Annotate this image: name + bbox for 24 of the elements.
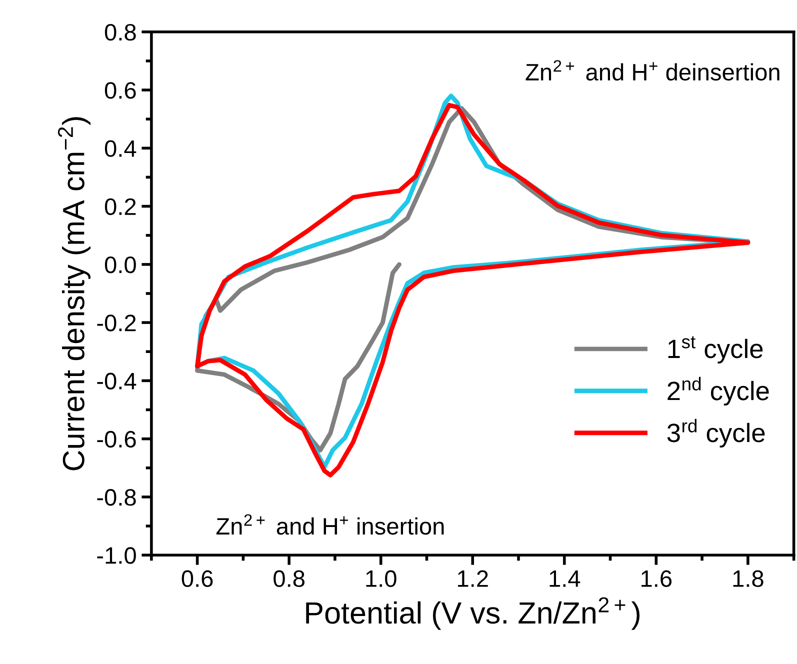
x-axis-title: Potential (V vs. Zn/Zn$^{2+}$) [306,597,640,630]
y-tick-label: 0.0 [104,256,136,274]
legend-label: 2$^{nd}$ cycle [668,376,769,406]
x-tick-label: 1.0 [366,570,396,588]
legend-label: 3$^{rd}$ cycle [667,418,765,448]
y-tick-label: 0.4 [104,140,136,157]
y-tick-label: -0.8 [97,489,136,506]
y-tick-label: -0.2 [97,314,136,332]
x-tick-label: 1.2 [458,570,488,587]
y-tick-label: 0.6 [104,82,136,99]
annotation: Zn$^{2+}$ and H$^{+}$ insertion [216,514,444,535]
y-tick-label: -1.0 [97,547,136,564]
x-tick-label: 1.6 [642,570,672,588]
annotation: Zn$^{2+}$ and H$^{+}$ deinsertion [526,60,780,81]
y-axis-title: Current density (mA cm$^{−2}$) [58,117,90,470]
y-tick-label: -0.4 [97,372,136,390]
x-tick-label: 0.6 [182,570,213,588]
y-tick-label: 0.2 [104,198,136,216]
legend-label: 1$^{st}$ cycle [668,336,763,364]
y-tick-label: -0.6 [97,430,136,448]
x-tick-label: 1.8 [733,570,764,588]
x-tick-label: 1.4 [550,570,580,587]
y-tick-label: 0.8 [104,24,136,41]
x-tick-label: 0.8 [274,570,304,588]
